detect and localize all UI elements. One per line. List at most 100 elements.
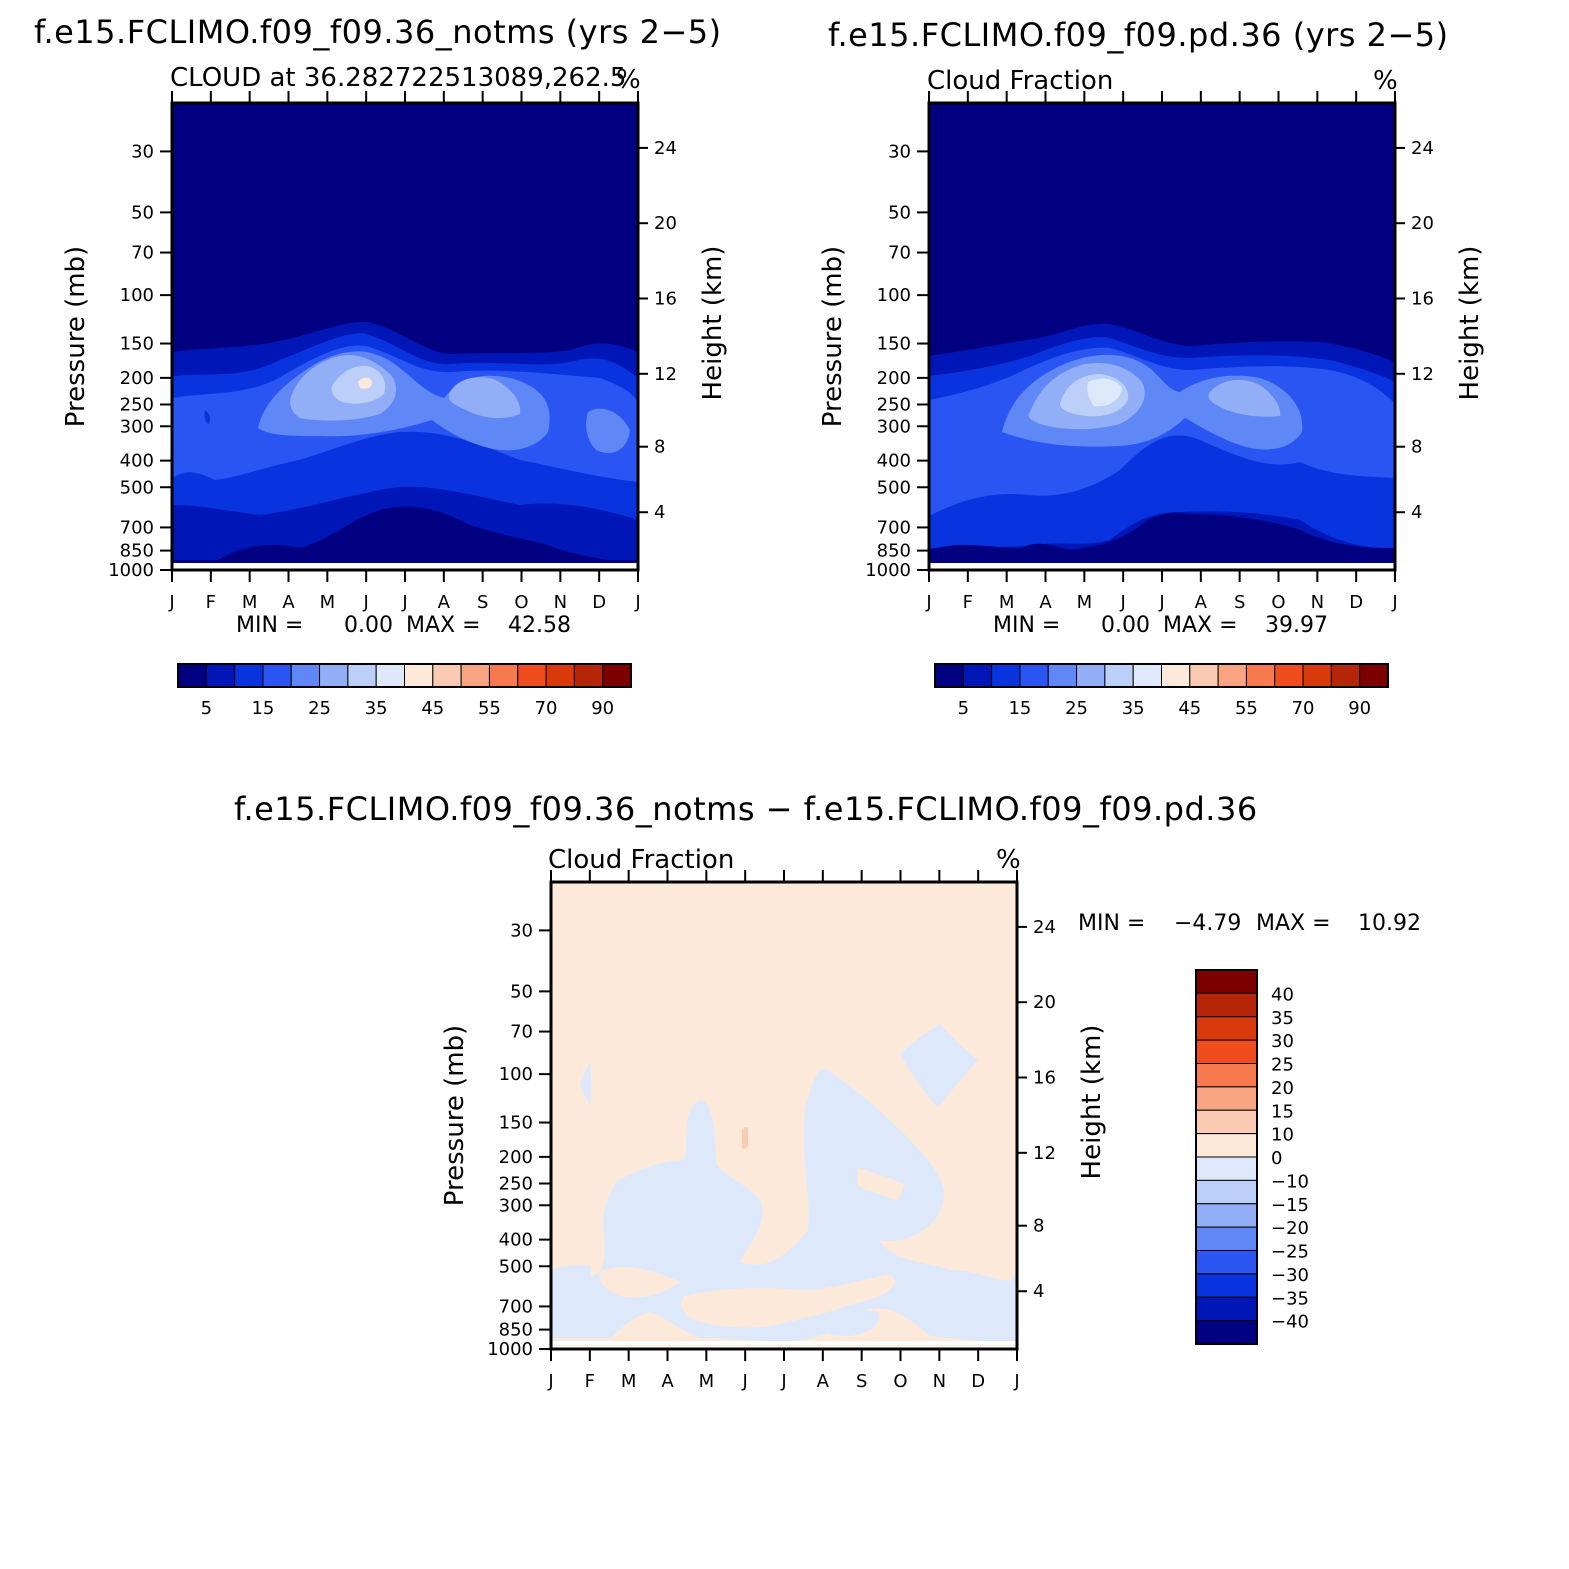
colorbar-swatch bbox=[1195, 1203, 1258, 1228]
colorbar-swatch bbox=[1195, 1296, 1258, 1322]
month-tick-label: S bbox=[1234, 592, 1245, 613]
month-tick-label: M bbox=[1077, 592, 1093, 613]
colorbar-swatch bbox=[1217, 663, 1247, 688]
pressure-tick-label: 200 bbox=[877, 368, 911, 389]
colorbar-label: 55 bbox=[1235, 698, 1258, 719]
month-tick-label: M bbox=[699, 1371, 715, 1392]
colorbar-swatch bbox=[1195, 1250, 1258, 1275]
pressure-tick-label: 500 bbox=[120, 477, 154, 498]
height-tick-label: 16 bbox=[1033, 1068, 1056, 1089]
month-tick-label: A bbox=[1195, 592, 1208, 613]
month-tick-label: O bbox=[514, 592, 528, 613]
panel-1-min-value: 0.00 bbox=[344, 613, 393, 638]
pressure-axis-label: Pressure (mb) bbox=[440, 1025, 470, 1206]
colorbar-label: 40 bbox=[1271, 984, 1294, 1005]
height-tick-label: 4 bbox=[1411, 502, 1422, 523]
colorbar-swatch bbox=[1019, 663, 1049, 688]
panel-1-colorbar: 5 15 25 35 45 55 70 90 bbox=[177, 663, 632, 719]
height-tick-label: 12 bbox=[654, 364, 677, 385]
pressure-tick-label: 50 bbox=[510, 981, 533, 1002]
colorbar-label: −20 bbox=[1271, 1218, 1309, 1239]
contour-region bbox=[331, 365, 386, 404]
colorbar-label: 15 bbox=[251, 698, 274, 719]
panel-1-min-label: MIN = bbox=[236, 613, 303, 638]
colorbar-label: 70 bbox=[535, 698, 558, 719]
month-tick-label: A bbox=[817, 1371, 830, 1392]
colorbar-label: −40 bbox=[1271, 1312, 1309, 1333]
colorbar-label: 25 bbox=[308, 698, 331, 719]
pressure-tick-label: 100 bbox=[120, 285, 154, 306]
pressure-tick-label: 400 bbox=[877, 451, 911, 472]
colorbar-label: −30 bbox=[1271, 1265, 1309, 1286]
panel-3-max-label: MAX = bbox=[1256, 911, 1331, 936]
colorbar-label: 20 bbox=[1271, 1078, 1294, 1099]
panel-1-contours bbox=[172, 103, 638, 567]
month-tick-label: A bbox=[282, 592, 295, 613]
pressure-tick-label: 1000 bbox=[108, 560, 154, 581]
height-axis-label: Height (km) bbox=[1077, 1025, 1107, 1180]
height-tick-label: 24 bbox=[1033, 917, 1056, 938]
month-tick-label: A bbox=[438, 592, 451, 613]
colorbar-swatch bbox=[1359, 663, 1389, 688]
contour-region bbox=[681, 1274, 895, 1328]
pressure-tick-label: 1000 bbox=[865, 560, 911, 581]
colorbar-swatch bbox=[1195, 1156, 1258, 1181]
height-tick-label: 12 bbox=[1411, 364, 1434, 385]
colorbar-swatch bbox=[1195, 969, 1258, 994]
month-tick-label: D bbox=[1349, 592, 1363, 613]
pressure-tick-label: 50 bbox=[131, 202, 154, 223]
panel-1-max-label: MAX = bbox=[406, 613, 481, 638]
month-tick-label: O bbox=[1271, 592, 1285, 613]
colorbar-label: 25 bbox=[1065, 698, 1088, 719]
colorbar-swatch bbox=[1195, 992, 1258, 1018]
panel-2-max-label: MAX = bbox=[1163, 613, 1238, 638]
pressure-tick-label: 150 bbox=[877, 334, 911, 355]
panel-notms: f.e15.FCLIMO.f09_f09.36_notms (yrs 2−5) … bbox=[34, 13, 728, 719]
pressure-tick-label: 70 bbox=[131, 243, 154, 264]
colorbar-swatch bbox=[1195, 1086, 1258, 1111]
panel-1-ground-gap bbox=[172, 563, 638, 567]
contour-region bbox=[929, 512, 1395, 567]
panel-1-max-value: 42.58 bbox=[508, 613, 571, 638]
month-tick-label: J bbox=[168, 592, 174, 613]
panel-3-title: f.e15.FCLIMO.f09_f09.36_notms − f.e15.FC… bbox=[234, 790, 1258, 828]
pressure-tick-label: 400 bbox=[499, 1230, 533, 1251]
height-axis-label: Height (km) bbox=[1455, 246, 1485, 401]
pressure-tick-label: 50 bbox=[888, 202, 911, 223]
colorbar-label: 90 bbox=[1348, 698, 1371, 719]
panel-3-min-label: MIN = bbox=[1078, 911, 1145, 936]
height-tick-label: 8 bbox=[1033, 1216, 1044, 1237]
colorbar-swatch bbox=[290, 663, 321, 688]
colorbar-swatch bbox=[1195, 1109, 1258, 1135]
colorbar-swatch bbox=[1195, 1039, 1258, 1064]
colorbar-swatch bbox=[1195, 1320, 1258, 1345]
pressure-tick-label: 300 bbox=[877, 416, 911, 437]
panel-2-max-value: 39.97 bbox=[1265, 613, 1328, 638]
pressure-tick-label: 300 bbox=[120, 416, 154, 437]
colorbar-swatch bbox=[1330, 663, 1361, 688]
pressure-tick-label: 150 bbox=[499, 1113, 533, 1134]
colorbar-swatch bbox=[488, 663, 519, 688]
colorbar-label: 35 bbox=[1271, 1008, 1294, 1029]
height-tick-label: 20 bbox=[1033, 992, 1056, 1013]
height-tick-label: 20 bbox=[1411, 213, 1434, 234]
contour-region bbox=[742, 1127, 748, 1149]
month-tick-label: J bbox=[780, 1371, 786, 1392]
pressure-tick-label: 70 bbox=[888, 243, 911, 264]
month-tick-label: J bbox=[1391, 592, 1397, 613]
colorbar-swatch bbox=[1161, 663, 1191, 688]
contour-region bbox=[204, 410, 211, 424]
colorbar-swatch bbox=[545, 663, 575, 688]
colorbar-swatch bbox=[991, 663, 1021, 688]
panel-2-ground-gap bbox=[929, 563, 1395, 567]
colorbar-swatch bbox=[375, 663, 405, 688]
pressure-tick-label: 700 bbox=[877, 517, 911, 538]
colorbar-swatch bbox=[517, 663, 547, 688]
month-tick-label: D bbox=[592, 592, 606, 613]
contour-region bbox=[990, 1272, 1017, 1336]
colorbar-label: 25 bbox=[1271, 1055, 1294, 1076]
pressure-tick-label: 700 bbox=[120, 517, 154, 538]
